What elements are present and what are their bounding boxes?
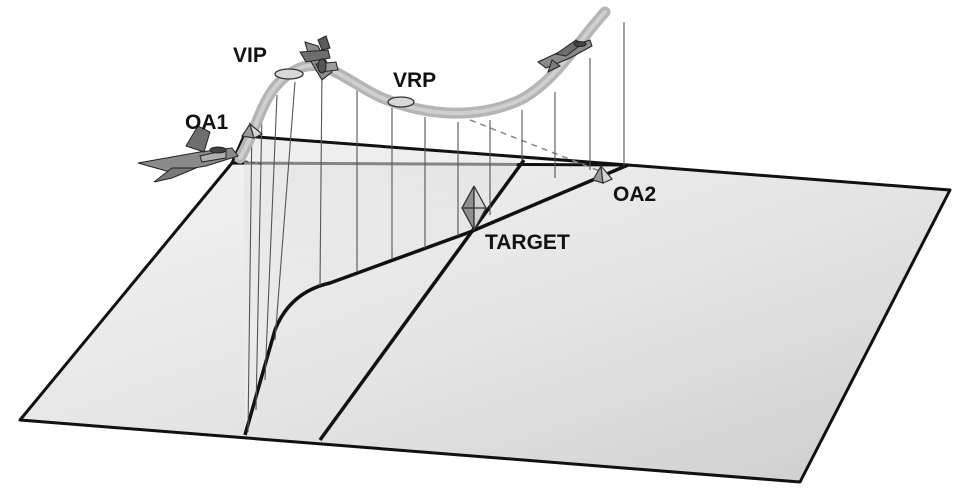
oa1-label: OA1 — [185, 111, 229, 134]
oa2-label: OA2 — [613, 183, 656, 206]
oa2-pyramid-marker-icon — [592, 164, 613, 184]
oa1-corner-edge — [230, 135, 246, 164]
oa1-pyramid-marker-icon — [240, 122, 264, 139]
ground-back-edge — [243, 134, 629, 167]
sight-line — [469, 119, 603, 173]
projection-curtain — [244, 136, 628, 435]
drop-lines — [247, 22, 625, 433]
target-diamond-marker-icon — [461, 185, 487, 231]
target-label: TARGET — [485, 231, 570, 254]
vrp-label: VRP — [393, 69, 436, 92]
vrp-waypoint-icon — [387, 96, 415, 108]
fighter-jet-icon-rolling — [299, 35, 339, 81]
vip-label: VIP — [233, 44, 267, 67]
fighter-jet-icon-right — [537, 39, 593, 73]
vip-waypoint-icon — [274, 68, 304, 80]
fighter-jet-icon-left — [137, 125, 239, 183]
